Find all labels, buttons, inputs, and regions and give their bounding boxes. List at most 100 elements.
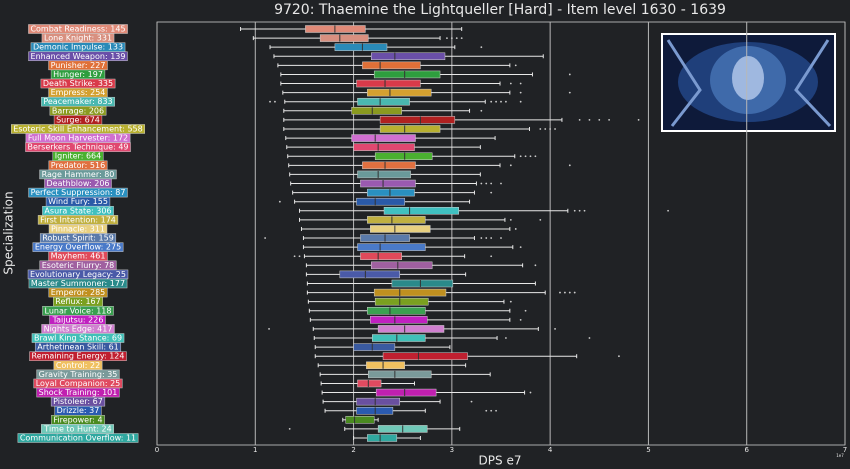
outlier: [514, 228, 517, 230]
thumbnail-detail: [666, 39, 832, 128]
box: [367, 307, 426, 315]
outlier: [519, 91, 522, 94]
category-label: Punisher: 227: [51, 61, 106, 70]
outlier: [519, 246, 522, 249]
outlier: [559, 291, 561, 294]
box-group: [300, 225, 517, 233]
category-label: Esoteric Flurry: 78: [42, 261, 115, 270]
outlier: [490, 182, 493, 185]
outlier: [500, 100, 502, 103]
box: [367, 216, 426, 224]
category-label: First Intention: 174: [40, 215, 116, 224]
category-label: Asura State: 306: [44, 206, 111, 215]
outlier: [269, 100, 271, 103]
box-group: [305, 261, 537, 270]
outlier: [480, 182, 483, 185]
x-tick-label: 2: [351, 446, 355, 454]
outlier: [568, 73, 571, 76]
category-label: Empress: 254: [51, 88, 106, 97]
box: [367, 434, 398, 442]
box-group: [306, 288, 576, 297]
category-label: Taijutsu: 226: [52, 315, 104, 324]
category-label: Deathblow: 206: [47, 179, 110, 188]
outlier: [460, 37, 463, 39]
box: [371, 261, 433, 270]
box-group: [283, 116, 640, 124]
box: [351, 134, 416, 142]
outlier: [480, 46, 483, 49]
category-label: Evolutionary Legacy: 25: [30, 270, 126, 279]
category-label: Lunar Voice: 118: [45, 306, 112, 315]
box-group: [293, 252, 493, 260]
outlier: [509, 300, 512, 303]
outlier: [578, 209, 581, 212]
category-label: Enhanced Weapon: 139: [31, 52, 126, 61]
category-label: Peacemaker: 833: [43, 97, 112, 106]
category-label: Nights Edge: 417: [44, 324, 113, 333]
box-group: [268, 325, 556, 333]
category-label: Arthetinean Skill: 61: [37, 343, 119, 352]
box: [375, 388, 437, 397]
category-label: Combat Readiness: 145: [30, 25, 125, 34]
x-tick-label: 1: [253, 446, 257, 454]
category-label: Communication Overflow: 11: [20, 434, 136, 443]
outlier: [608, 118, 611, 121]
outlier: [529, 391, 532, 394]
box-group: [306, 279, 536, 288]
box: [379, 116, 456, 124]
chart-title: 9720: Thaemine the Lightqueller [Hard] -…: [274, 2, 726, 18]
box-group: [283, 107, 483, 115]
outlier: [563, 291, 566, 294]
x-tick-label: 6: [744, 446, 749, 454]
box-group: [277, 61, 517, 70]
box-group: [280, 79, 522, 88]
box-group: [288, 425, 461, 433]
box: [357, 243, 426, 251]
category-label: Drizzle: 37: [57, 406, 100, 415]
outlier: [573, 209, 576, 212]
category-label: Shock Training: 101: [39, 388, 118, 397]
outlier: [450, 37, 453, 39]
box-group: [342, 416, 379, 424]
box: [371, 334, 426, 342]
outlier: [480, 237, 483, 239]
box-group: [292, 188, 493, 197]
box-group: [252, 34, 463, 42]
box: [360, 252, 402, 260]
box: [367, 188, 415, 197]
outlier: [293, 255, 296, 258]
outlier: [568, 164, 571, 167]
outlier: [618, 355, 620, 358]
outlier: [509, 218, 512, 221]
category-label: Time to Hunt: 24: [43, 424, 111, 433]
outlier: [470, 400, 473, 403]
box-group: [307, 297, 512, 306]
box: [356, 397, 401, 406]
box-group: [321, 388, 532, 397]
outlier: [446, 37, 448, 39]
box-group: [353, 434, 421, 442]
outlier: [288, 428, 291, 430]
outlier: [539, 128, 542, 130]
category-label: Wind Fury: 155: [48, 197, 108, 206]
box: [377, 325, 445, 333]
outlier: [264, 237, 267, 239]
outlier: [598, 118, 601, 121]
box-group: [264, 234, 502, 242]
outlier: [539, 218, 542, 221]
box: [391, 279, 454, 288]
box: [370, 316, 428, 324]
box-group: [283, 125, 556, 133]
outlier: [534, 155, 537, 158]
outlier: [505, 100, 507, 103]
outlier: [578, 118, 581, 121]
box: [366, 361, 405, 370]
box: [353, 343, 396, 351]
outlier: [490, 191, 493, 194]
x-tick-label: 3: [450, 446, 454, 454]
x-tick-label: 5: [646, 446, 650, 454]
category-label: Brawl King Stance: 69: [34, 334, 122, 343]
box: [351, 107, 402, 115]
category-label: Berserkers Technique: 49: [27, 143, 128, 152]
box-group: [289, 170, 481, 179]
